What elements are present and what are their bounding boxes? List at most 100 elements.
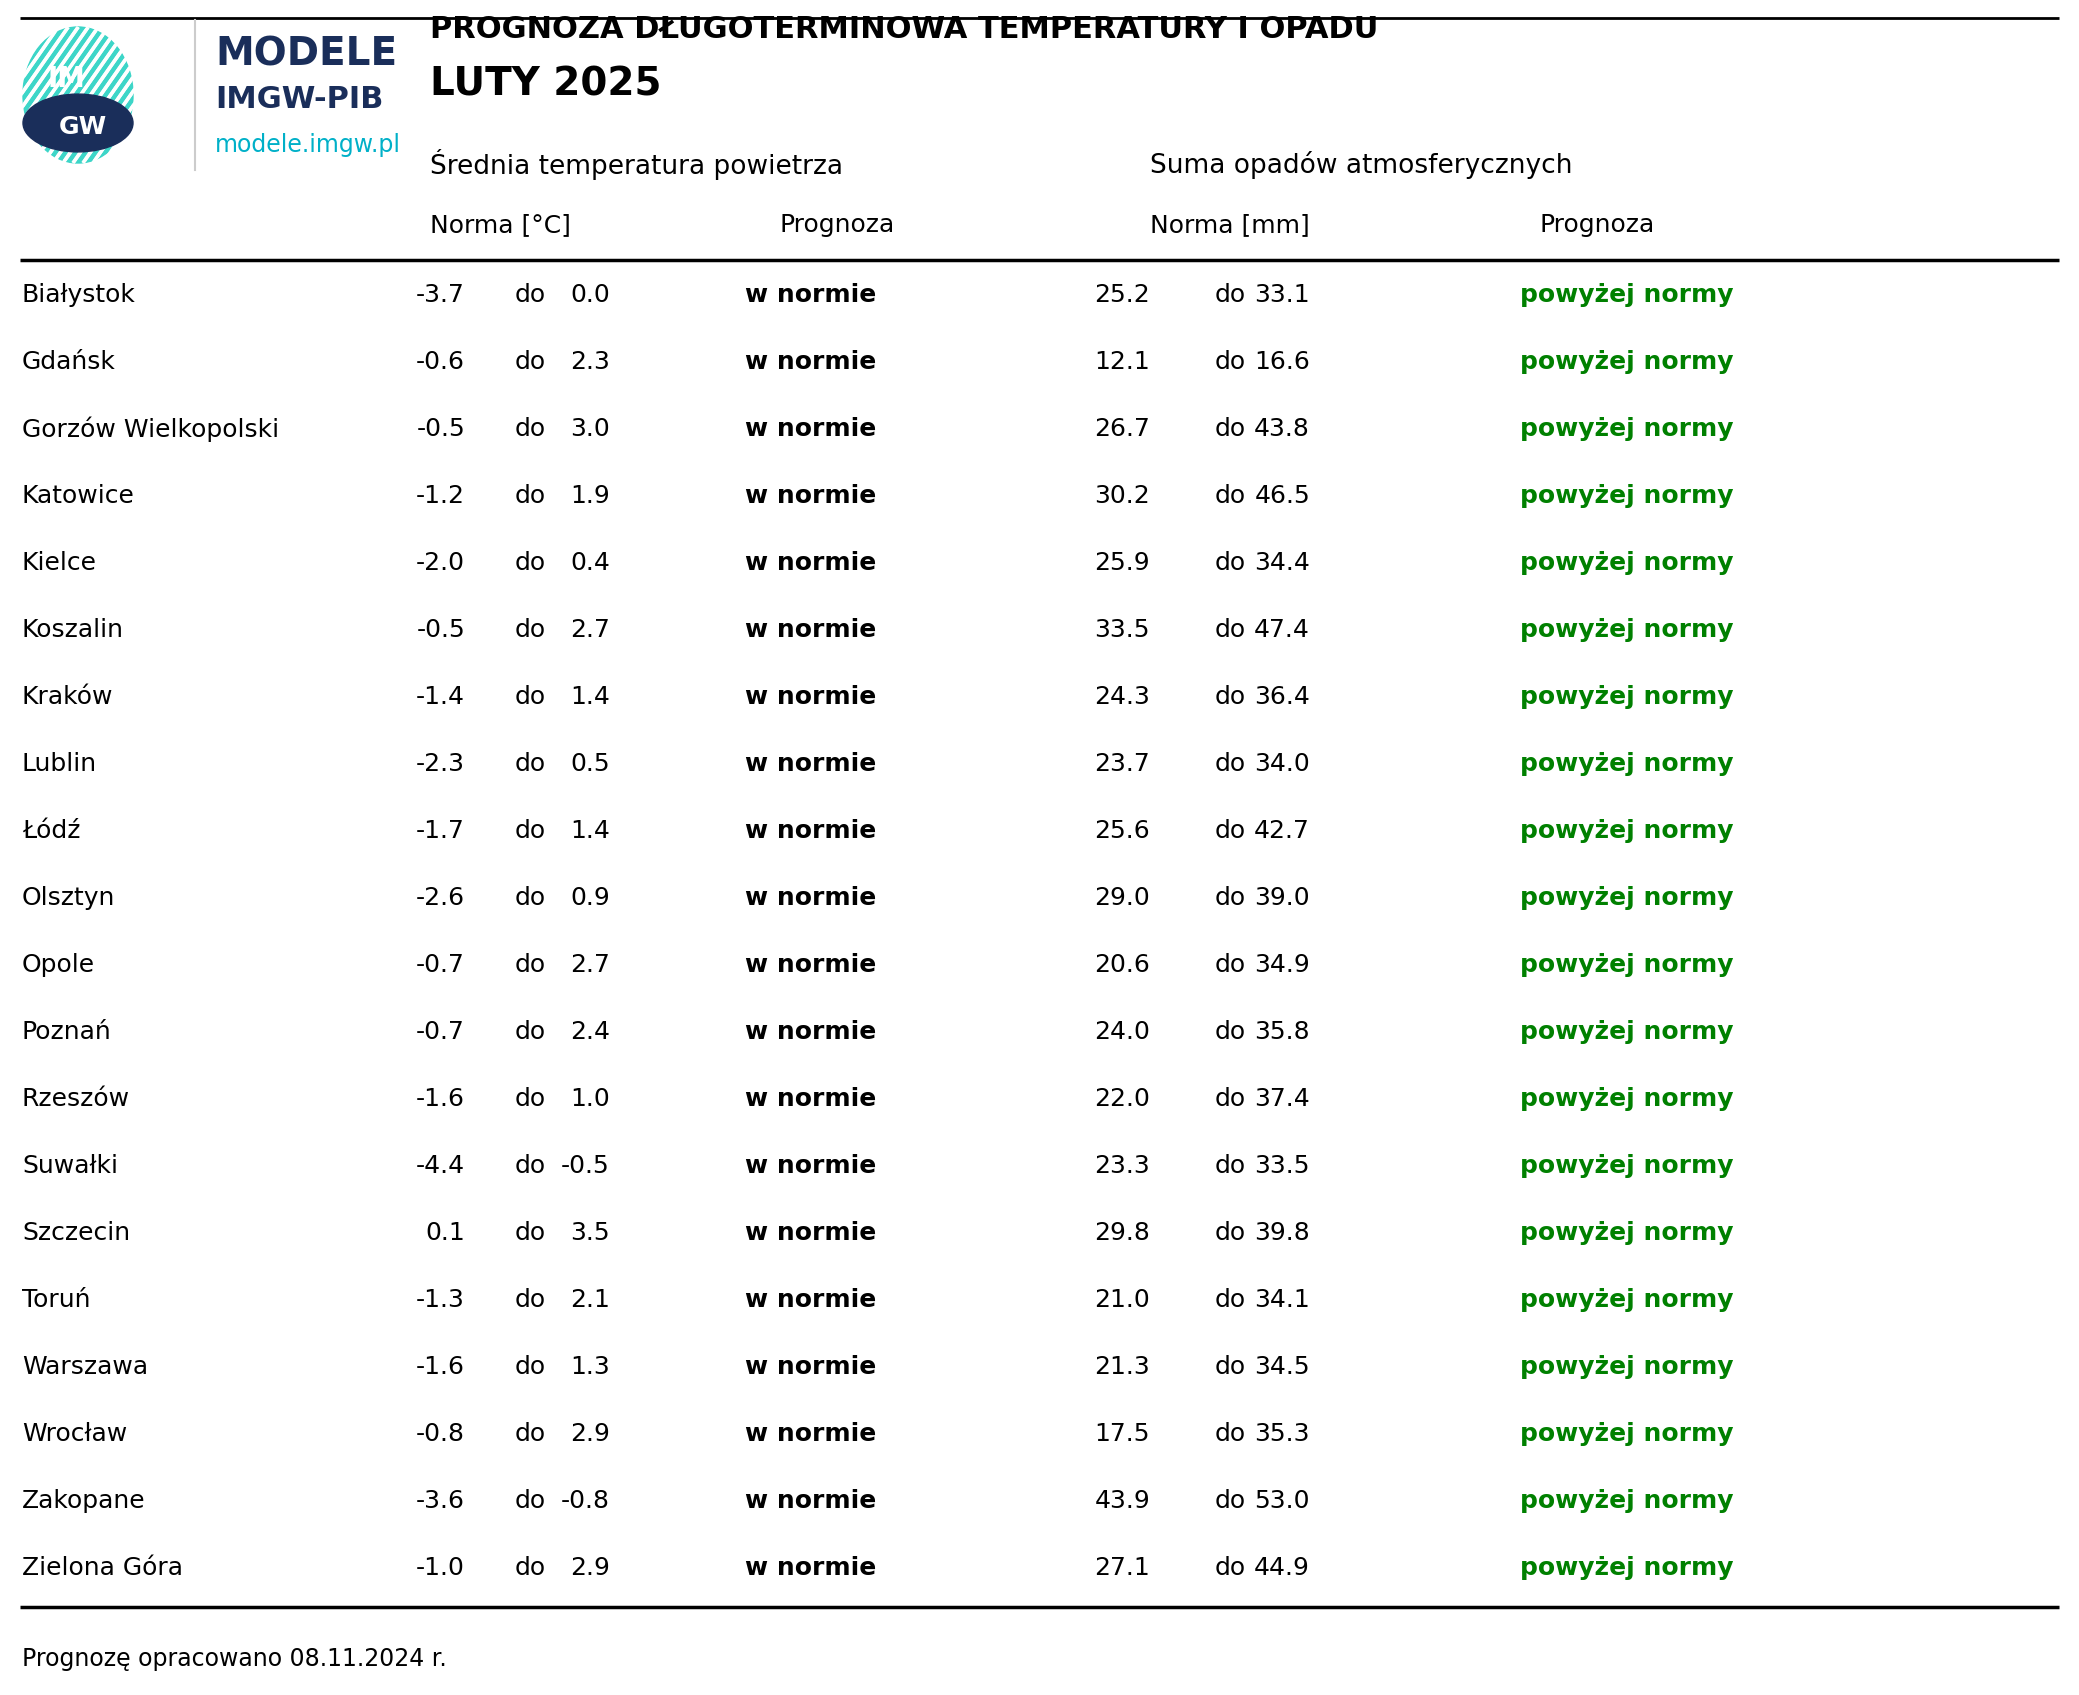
Text: Zakopane: Zakopane [23,1488,146,1514]
Text: do: do [1214,1020,1245,1044]
Text: 33.5: 33.5 [1254,1154,1310,1178]
Text: 25.9: 25.9 [1094,551,1150,575]
Text: w normie: w normie [744,551,875,575]
Ellipse shape [23,27,133,163]
Text: Norma [°C]: Norma [°C] [430,214,572,237]
Text: powyżej normy: powyżej normy [1520,886,1734,910]
Text: 2.1: 2.1 [570,1288,609,1312]
Text: 1.9: 1.9 [570,485,609,508]
Text: do: do [1214,685,1245,709]
Text: 3.0: 3.0 [570,417,609,441]
Text: Prognoza: Prognoza [780,214,896,237]
Text: w normie: w normie [744,685,875,709]
Text: powyżej normy: powyżej normy [1520,1154,1734,1178]
Text: 30.2: 30.2 [1094,485,1150,508]
Text: do: do [1214,953,1245,976]
Text: 37.4: 37.4 [1254,1086,1310,1110]
Text: 27.1: 27.1 [1094,1556,1150,1580]
Text: do: do [514,886,545,910]
Text: Katowice: Katowice [23,485,135,508]
Text: 29.0: 29.0 [1094,886,1150,910]
Text: powyżej normy: powyżej normy [1520,1556,1734,1580]
Text: Rzeszów: Rzeszów [23,1086,131,1110]
Text: 39.0: 39.0 [1254,886,1310,910]
Text: 20.6: 20.6 [1094,953,1150,976]
Text: w normie: w normie [744,753,875,776]
Text: 53.0: 53.0 [1254,1488,1310,1514]
Text: do: do [1214,1354,1245,1380]
Text: 47.4: 47.4 [1254,619,1310,642]
Text: 33.1: 33.1 [1254,283,1310,307]
Text: 1.3: 1.3 [570,1354,609,1380]
Text: 21.3: 21.3 [1094,1354,1150,1380]
Text: -4.4: -4.4 [416,1154,466,1178]
Text: -2.3: -2.3 [416,753,466,776]
Text: w normie: w normie [744,1220,875,1246]
Text: powyżej normy: powyżej normy [1520,685,1734,709]
Text: 16.6: 16.6 [1254,349,1310,375]
Text: 2.9: 2.9 [570,1422,609,1446]
Text: 25.2: 25.2 [1094,283,1150,307]
Text: modele.imgw.pl: modele.imgw.pl [214,132,401,158]
Text: w normie: w normie [744,619,875,642]
Text: -0.7: -0.7 [416,953,466,976]
Text: do: do [1214,349,1245,375]
Text: 24.3: 24.3 [1094,685,1150,709]
Text: Wrocław: Wrocław [23,1422,127,1446]
Text: 34.1: 34.1 [1254,1288,1310,1312]
Text: -1.4: -1.4 [416,685,466,709]
Text: 2.7: 2.7 [570,619,609,642]
Text: do: do [1214,485,1245,508]
Text: -0.8: -0.8 [416,1422,466,1446]
Text: powyżej normy: powyżej normy [1520,349,1734,375]
Text: 46.5: 46.5 [1254,485,1310,508]
Text: 2.3: 2.3 [570,349,609,375]
Text: Olsztyn: Olsztyn [23,886,114,910]
Text: powyżej normy: powyżej normy [1520,819,1734,842]
Text: 35.8: 35.8 [1254,1020,1310,1044]
Text: -0.5: -0.5 [561,1154,609,1178]
Text: powyżej normy: powyżej normy [1520,619,1734,642]
Text: 34.4: 34.4 [1254,551,1310,575]
Text: 0.9: 0.9 [570,886,609,910]
Text: Toruń: Toruń [23,1288,91,1312]
Text: Koszalin: Koszalin [23,619,125,642]
Ellipse shape [23,95,133,153]
Text: -0.5: -0.5 [416,417,466,441]
Text: Poznań: Poznań [23,1020,112,1044]
Text: powyżej normy: powyżej normy [1520,417,1734,441]
Text: Kielce: Kielce [23,551,98,575]
Text: w normie: w normie [744,1020,875,1044]
Text: PROGNOZA DŁUGOTERMINOWA TEMPERATURY I OPADU: PROGNOZA DŁUGOTERMINOWA TEMPERATURY I OP… [430,15,1378,44]
Text: do: do [514,953,545,976]
Text: w normie: w normie [744,886,875,910]
Text: powyżej normy: powyżej normy [1520,1422,1734,1446]
Text: 1.4: 1.4 [570,685,609,709]
Text: GW: GW [58,115,108,139]
Text: Łódź: Łódź [23,819,81,842]
Text: MODELE: MODELE [214,36,397,75]
Text: do: do [514,349,545,375]
Text: 39.8: 39.8 [1254,1220,1310,1246]
Text: Średnia temperatura powietrza: Średnia temperatura powietrza [430,149,842,180]
Text: w normie: w normie [744,953,875,976]
Text: do: do [514,283,545,307]
Text: powyżej normy: powyżej normy [1520,1086,1734,1110]
Text: powyżej normy: powyżej normy [1520,953,1734,976]
Text: 1.0: 1.0 [570,1086,609,1110]
Text: 43.8: 43.8 [1254,417,1310,441]
Text: 12.1: 12.1 [1094,349,1150,375]
Text: 43.9: 43.9 [1094,1488,1150,1514]
Text: 34.5: 34.5 [1254,1354,1310,1380]
Text: do: do [1214,1220,1245,1246]
Text: do: do [514,1422,545,1446]
Text: Prognozę opracowano 08.11.2024 r.: Prognozę opracowano 08.11.2024 r. [23,1648,447,1671]
Text: 44.9: 44.9 [1254,1556,1310,1580]
Text: Białystok: Białystok [23,283,135,307]
Text: w normie: w normie [744,417,875,441]
Text: -0.8: -0.8 [561,1488,609,1514]
Text: 42.7: 42.7 [1254,819,1310,842]
Text: Prognoza: Prognoza [1541,214,1655,237]
Text: -2.0: -2.0 [416,551,466,575]
Text: powyżej normy: powyżej normy [1520,1488,1734,1514]
